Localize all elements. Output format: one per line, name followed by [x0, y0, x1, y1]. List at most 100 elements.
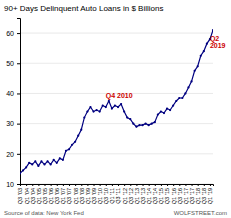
point — [105, 106, 107, 108]
x-tick-mark — [130, 184, 131, 186]
y-tick: 20 — [6, 151, 20, 158]
point — [117, 106, 119, 108]
x-tick: Q1'07 — [60, 184, 66, 204]
x-tick-label: Q3'04 — [30, 188, 36, 204]
y-tick: 60 — [6, 30, 20, 37]
x-tick-mark — [198, 184, 199, 186]
x-tick-mark — [185, 184, 186, 186]
x-tick: Q1'08 — [73, 184, 79, 204]
x-tick: Q1'19 — [207, 184, 213, 204]
annotation: Q22019 — [210, 35, 226, 50]
x-tick-label: Q1'12 — [122, 188, 128, 204]
point — [175, 100, 177, 102]
grid — [20, 33, 213, 184]
point — [126, 117, 128, 119]
point — [71, 144, 73, 146]
point — [132, 123, 134, 125]
x-tick-mark — [173, 184, 174, 186]
x-tick-label: Q3'18 — [201, 188, 207, 204]
point — [129, 118, 131, 120]
x-tick: Q1'13 — [134, 184, 140, 204]
x-tick: Q1'18 — [195, 184, 201, 204]
x-tick-label: Q1'18 — [195, 188, 201, 204]
x-tick-mark — [106, 184, 107, 186]
point — [154, 121, 156, 123]
y-tick-label: 60 — [6, 30, 14, 37]
x-tick-mark — [94, 184, 95, 186]
point — [40, 160, 42, 162]
x-tick-label: Q3'15 — [164, 188, 170, 204]
x-tick-label: Q1'05 — [36, 188, 42, 204]
point — [68, 148, 70, 150]
point — [120, 103, 122, 105]
point — [123, 110, 125, 112]
point — [169, 109, 171, 111]
plot: 102030405060Q3'03Q1'04Q3'04Q1'05Q3'05Q1'… — [6, 19, 225, 205]
point — [194, 70, 196, 72]
point — [34, 160, 36, 162]
x-tick-label: Q3'13 — [140, 188, 146, 204]
point — [95, 109, 97, 111]
point — [206, 43, 208, 45]
y-tick: 10 — [6, 181, 20, 188]
point — [20, 172, 21, 174]
x-tick: Q3'03 — [17, 184, 23, 204]
x-tick-label: Q1'11 — [109, 188, 115, 204]
x-axis: Q3'03Q1'04Q3'04Q1'05Q3'05Q1'06Q3'06Q1'07… — [17, 184, 213, 204]
y-axis: 102030405060 — [6, 19, 20, 188]
grid-line — [20, 33, 213, 34]
x-tick: Q3'16 — [177, 184, 183, 204]
x-tick-mark — [20, 184, 21, 186]
point — [114, 104, 116, 106]
y-tick: 50 — [6, 60, 20, 67]
point — [99, 110, 101, 112]
y-tick-label: 10 — [6, 181, 14, 188]
point — [197, 65, 199, 67]
x-tick: Q1'05 — [36, 184, 42, 204]
point — [59, 157, 61, 159]
x-tick-label: Q1'19 — [207, 188, 213, 204]
y-tick-mark — [17, 154, 20, 155]
x-tick-label: Q1'09 — [85, 188, 91, 204]
x-tick-label: Q3'10 — [103, 188, 109, 204]
x-tick-mark — [167, 184, 168, 186]
x-tick: Q3'09 — [91, 184, 97, 204]
source: Source of data: New York Fed — [4, 210, 84, 216]
y-tick-mark — [17, 33, 20, 34]
point — [53, 159, 55, 161]
x-tick: Q3'04 — [30, 184, 36, 204]
x-tick-label: Q3'05 — [42, 188, 48, 204]
point — [203, 50, 205, 52]
x-tick: Q1'11 — [109, 184, 115, 204]
x-tick-mark — [179, 184, 180, 186]
point — [166, 107, 168, 109]
point — [65, 150, 67, 152]
x-tick: Q3'06 — [54, 184, 60, 204]
y-tick: 40 — [6, 90, 20, 97]
y-tick-label: 50 — [6, 60, 14, 67]
x-tick-mark — [112, 184, 113, 186]
y-tick-mark — [17, 63, 20, 64]
line — [20, 30, 213, 173]
x-tick: Q3'13 — [140, 184, 146, 204]
x-tick: Q3'05 — [42, 184, 48, 204]
x-tick-label: Q3'03 — [17, 188, 23, 204]
x-tick: Q3'12 — [128, 184, 134, 204]
point — [77, 135, 79, 137]
x-tick-label: Q1'04 — [24, 188, 30, 204]
annotations: Q4 2010Q22019 — [106, 35, 226, 100]
x-tick: Q1'17 — [183, 184, 189, 204]
point — [25, 166, 27, 168]
x-tick-label: Q1'16 — [171, 188, 177, 204]
point — [89, 106, 91, 108]
x-tick-label: Q3'07 — [66, 188, 72, 204]
marks — [20, 29, 213, 175]
y-tick-mark — [17, 124, 20, 125]
x-tick-mark — [87, 184, 88, 186]
x-tick-mark — [69, 184, 70, 186]
x-tick-label: Q3'17 — [189, 188, 195, 204]
x-tick: Q1'14 — [146, 184, 152, 204]
x-tick-mark — [118, 184, 119, 186]
x-tick: Q3'18 — [201, 184, 207, 204]
x-tick-label: Q3'16 — [177, 188, 183, 204]
